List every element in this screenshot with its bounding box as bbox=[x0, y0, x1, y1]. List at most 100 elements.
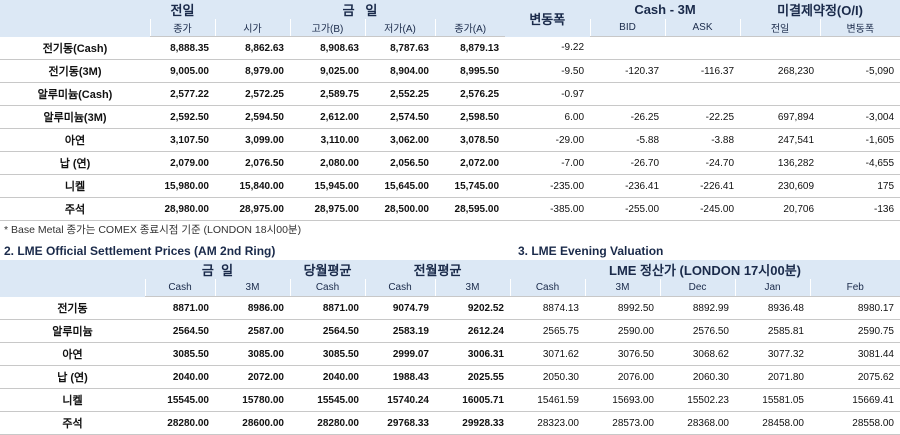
value-cell: 3071.62 bbox=[510, 342, 585, 366]
row-label: 전기동(Cash) bbox=[0, 36, 150, 60]
row-label: 아연 bbox=[0, 342, 145, 366]
value-cell: 28,975.00 bbox=[290, 197, 365, 221]
value-cell: -9.22 bbox=[505, 36, 591, 60]
subheader-cell: 전일 bbox=[739, 19, 821, 37]
value-cell: 2076.00 bbox=[585, 365, 660, 389]
subheader-cell: Cash bbox=[289, 279, 365, 297]
subheader-cell: BID bbox=[589, 19, 666, 37]
section-title: 2. LME Official Settlement Prices (AM 2n… bbox=[4, 244, 276, 258]
subheader-cell: Dec bbox=[659, 279, 735, 297]
value-cell: 8936.48 bbox=[735, 296, 810, 320]
value-cell: 2,576.25 bbox=[435, 82, 506, 106]
header-cell: LME 정산가 (LONDON 17시00분) bbox=[510, 260, 900, 279]
value-cell: -9.50 bbox=[505, 59, 591, 83]
value-cell bbox=[590, 36, 666, 60]
value-cell: 8,787.63 bbox=[365, 36, 435, 60]
table-row: 아연 3,107.50 3,099.00 3,110.00 3,062.00 3,078.… bbox=[0, 128, 900, 152]
value-cell: 28280.00 bbox=[290, 411, 365, 435]
table-row: 알루미늄 2564.50 2587.00 2564.50 2583.19 2612.24 2… bbox=[0, 319, 900, 343]
value-cell: 28573.00 bbox=[585, 411, 660, 435]
row-label: 납 (연) bbox=[0, 151, 150, 175]
value-cell: 3068.62 bbox=[660, 342, 735, 366]
value-cell: 15,945.00 bbox=[290, 174, 365, 198]
value-cell: 2,056.50 bbox=[365, 151, 435, 175]
header-cell: 금 일 bbox=[215, 0, 506, 19]
value-cell: 2564.50 bbox=[290, 319, 365, 343]
subheader-cell: 3M bbox=[214, 279, 290, 297]
value-cell bbox=[740, 36, 821, 60]
value-cell: 697,894 bbox=[740, 105, 821, 129]
value-cell: 3085.00 bbox=[215, 342, 290, 366]
table-row: 알루미늄(3M) 2,592.50 2,594.50 2,612.00 2,574.50… bbox=[0, 105, 900, 129]
value-cell: 15,840.00 bbox=[215, 174, 290, 198]
subheader-cell: Cash bbox=[509, 279, 585, 297]
value-cell: -5.88 bbox=[590, 128, 666, 152]
value-cell: -4,655 bbox=[820, 151, 900, 175]
value-cell: 9,025.00 bbox=[290, 59, 365, 83]
value-cell: 28458.00 bbox=[735, 411, 810, 435]
value-cell: 2583.19 bbox=[365, 319, 435, 343]
value-cell: 2,572.25 bbox=[215, 82, 290, 106]
value-cell: 15669.41 bbox=[810, 388, 900, 412]
value-cell: 3077.32 bbox=[735, 342, 810, 366]
subheader-cell: 고가(B) bbox=[289, 19, 365, 37]
metal-price-table: 전일 금 일 변동폭 Cash - 3M 미결제약정(O/I) 종가 시가 고가(B… bbox=[0, 0, 900, 221]
value-cell: -120.37 bbox=[590, 59, 666, 83]
value-cell: -7.00 bbox=[505, 151, 591, 175]
table-row: 아연 3085.50 3085.00 3085.50 2999.07 3006.31 307… bbox=[0, 342, 900, 366]
value-cell: 2,574.50 bbox=[365, 105, 435, 129]
value-cell: 15545.00 bbox=[145, 388, 215, 412]
value-cell: 3085.50 bbox=[290, 342, 365, 366]
value-cell: 2999.07 bbox=[365, 342, 435, 366]
table-row: 전기동 8871.00 8986.00 8871.00 9074.79 9202.52 88… bbox=[0, 296, 900, 320]
value-cell: 2587.00 bbox=[215, 319, 290, 343]
footnote: * Base Metal 종가는 COMEX 종료시점 기준 (LONDON 1… bbox=[4, 224, 302, 236]
header-cell: Cash - 3M bbox=[590, 0, 741, 19]
settlement-table: 금 일 당월평균 전월평균 LME 정산가 (LONDON 17시00분) Ca… bbox=[0, 260, 900, 435]
subheader-cell: 시가 bbox=[214, 19, 290, 37]
value-cell: 2040.00 bbox=[145, 365, 215, 389]
section-title: 3. LME Evening Valuation bbox=[518, 244, 664, 258]
row-label: 알루미늄(3M) bbox=[0, 105, 150, 129]
value-cell: -236.41 bbox=[590, 174, 666, 198]
value-cell: 2050.30 bbox=[510, 365, 585, 389]
value-cell: 2060.30 bbox=[660, 365, 735, 389]
header-cell bbox=[0, 0, 150, 37]
subheader-cell: Cash bbox=[364, 279, 435, 297]
value-cell: 2612.24 bbox=[435, 319, 510, 343]
value-cell bbox=[665, 82, 741, 106]
row-label: 니켈 bbox=[0, 388, 145, 412]
value-cell: 15740.24 bbox=[365, 388, 435, 412]
value-cell bbox=[740, 82, 821, 106]
subheader-cell: Feb bbox=[809, 279, 900, 297]
value-cell: 2585.81 bbox=[735, 319, 810, 343]
value-cell: 16005.71 bbox=[435, 388, 510, 412]
value-cell: 15581.05 bbox=[735, 388, 810, 412]
value-cell: 8,995.50 bbox=[435, 59, 506, 83]
value-cell: -3,004 bbox=[820, 105, 900, 129]
value-cell: 15693.00 bbox=[585, 388, 660, 412]
value-cell: 2,589.75 bbox=[290, 82, 365, 106]
value-cell: 2,592.50 bbox=[150, 105, 215, 129]
value-cell: 2,079.00 bbox=[150, 151, 215, 175]
value-cell: 9074.79 bbox=[365, 296, 435, 320]
value-cell: 2564.50 bbox=[145, 319, 215, 343]
value-cell: 3085.50 bbox=[145, 342, 215, 366]
value-cell: 29928.33 bbox=[435, 411, 510, 435]
value-cell: 2,076.50 bbox=[215, 151, 290, 175]
value-cell: 28600.00 bbox=[215, 411, 290, 435]
value-cell: 2072.00 bbox=[215, 365, 290, 389]
value-cell: 15,745.00 bbox=[435, 174, 506, 198]
value-cell: 15780.00 bbox=[215, 388, 290, 412]
value-cell bbox=[820, 36, 900, 60]
subheader-cell: Cash bbox=[144, 279, 215, 297]
value-cell: 2,080.00 bbox=[290, 151, 365, 175]
value-cell: 8,862.63 bbox=[215, 36, 290, 60]
header-cell: 금 일 bbox=[145, 260, 290, 279]
subheader-cell: 3M bbox=[434, 279, 510, 297]
value-cell: -24.70 bbox=[665, 151, 741, 175]
header-cell: 미결제약정(O/I) bbox=[740, 0, 900, 19]
value-cell: -22.25 bbox=[665, 105, 741, 129]
value-cell: -245.00 bbox=[665, 197, 741, 221]
